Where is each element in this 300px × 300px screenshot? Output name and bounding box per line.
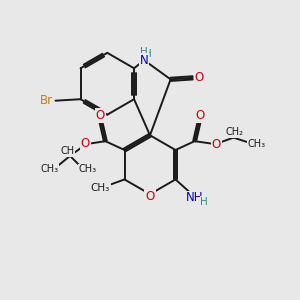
Text: CH₂: CH₂ — [226, 127, 244, 137]
Text: H: H — [144, 49, 152, 59]
Text: O: O — [212, 138, 221, 151]
Text: O: O — [81, 137, 90, 150]
Text: CH₃: CH₃ — [40, 164, 58, 174]
Text: NH: NH — [186, 191, 203, 204]
Text: CH₃: CH₃ — [91, 183, 110, 193]
Text: O: O — [195, 109, 204, 122]
Text: Br: Br — [40, 94, 53, 107]
Text: O: O — [194, 71, 204, 84]
Text: H: H — [140, 47, 148, 57]
Text: O: O — [146, 190, 154, 203]
Text: H: H — [200, 196, 208, 206]
Text: CH₃: CH₃ — [79, 164, 97, 174]
Text: CH: CH — [60, 146, 74, 157]
Text: N: N — [140, 54, 148, 67]
Text: N: N — [140, 54, 148, 67]
Text: O: O — [96, 109, 105, 122]
Text: CH₃: CH₃ — [247, 139, 265, 148]
